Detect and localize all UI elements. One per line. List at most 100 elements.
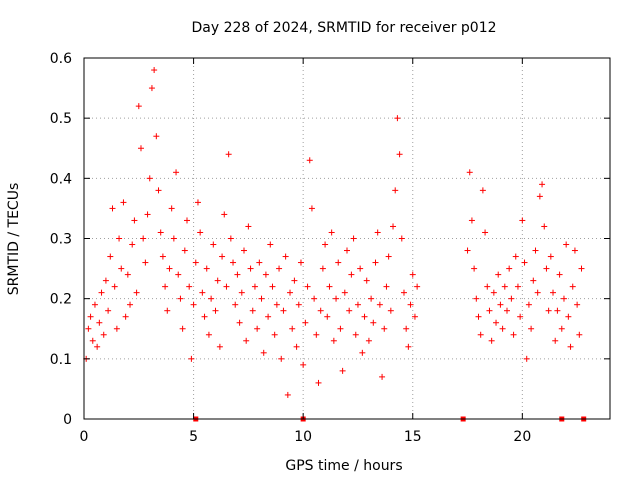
data-point bbox=[291, 277, 298, 284]
data-point bbox=[330, 337, 337, 344]
data-point bbox=[208, 295, 215, 302]
data-point bbox=[508, 295, 515, 302]
data-point bbox=[137, 145, 144, 152]
data-point bbox=[495, 271, 502, 278]
data-point bbox=[170, 235, 177, 242]
data-point bbox=[118, 265, 125, 272]
data-point bbox=[400, 289, 407, 296]
data-point bbox=[98, 289, 105, 296]
data-point bbox=[409, 271, 416, 278]
data-point bbox=[306, 157, 313, 164]
y-axis-label: SRMTID / TECUs bbox=[6, 183, 22, 296]
data-point bbox=[219, 253, 226, 260]
data-point bbox=[315, 379, 322, 386]
data-point bbox=[539, 181, 546, 188]
data-point bbox=[194, 199, 201, 206]
data-point bbox=[162, 283, 169, 290]
data-point bbox=[363, 277, 370, 284]
data-point bbox=[536, 193, 543, 200]
data-point bbox=[552, 337, 559, 344]
data-point bbox=[120, 199, 127, 206]
data-point bbox=[473, 295, 480, 302]
data-point bbox=[387, 307, 394, 314]
data-point bbox=[243, 337, 250, 344]
data-point bbox=[407, 301, 414, 308]
data-point bbox=[354, 301, 361, 308]
data-point bbox=[379, 373, 386, 380]
data-point bbox=[105, 307, 112, 314]
data-point bbox=[365, 337, 372, 344]
data-point bbox=[313, 331, 320, 338]
data-point bbox=[390, 223, 397, 230]
data-point bbox=[135, 103, 142, 110]
data-point bbox=[184, 217, 191, 224]
data-point bbox=[227, 235, 234, 242]
data-point bbox=[471, 265, 478, 272]
data-point bbox=[262, 271, 269, 278]
plot-frame bbox=[83, 57, 611, 420]
data-point bbox=[173, 169, 180, 176]
data-point bbox=[216, 343, 223, 350]
data-point bbox=[486, 307, 493, 314]
data-point bbox=[376, 301, 383, 308]
data-point bbox=[372, 259, 379, 266]
data-point bbox=[396, 151, 403, 158]
data-point bbox=[335, 259, 342, 266]
data-point bbox=[157, 229, 164, 236]
data-point bbox=[346, 307, 353, 314]
data-point bbox=[221, 211, 228, 218]
data-point bbox=[543, 265, 550, 272]
data-point bbox=[133, 289, 140, 296]
data-point bbox=[271, 331, 278, 338]
data-point bbox=[247, 265, 254, 272]
data-point bbox=[308, 205, 315, 212]
y-tick-label: 0.6 bbox=[50, 51, 72, 67]
data-point bbox=[361, 313, 368, 320]
data-point bbox=[488, 337, 495, 344]
data-point bbox=[236, 319, 243, 326]
tick-labels: 0 0.1 0.2 0.3 0.4 0.5 0.6 0 5 10 15 20 bbox=[50, 51, 532, 445]
data-point bbox=[477, 331, 484, 338]
data-point bbox=[127, 301, 134, 308]
data-point bbox=[534, 289, 541, 296]
data-point bbox=[348, 271, 355, 278]
data-point bbox=[203, 265, 210, 272]
data-point bbox=[177, 295, 184, 302]
y-tick-label: 0.1 bbox=[50, 352, 72, 368]
data-point bbox=[293, 343, 300, 350]
data-point bbox=[96, 319, 103, 326]
data-point bbox=[107, 253, 114, 260]
data-point bbox=[328, 229, 335, 236]
data-point bbox=[569, 283, 576, 290]
data-point bbox=[350, 235, 357, 242]
data-point bbox=[109, 205, 116, 212]
data-point bbox=[245, 223, 252, 230]
data-point bbox=[146, 175, 153, 182]
data-point bbox=[523, 355, 530, 362]
data-point bbox=[324, 313, 331, 320]
data-point bbox=[225, 151, 232, 158]
data-point bbox=[273, 301, 280, 308]
data-point bbox=[87, 313, 94, 320]
x-tick-label: 5 bbox=[189, 429, 198, 445]
data-point bbox=[503, 307, 510, 314]
data-point bbox=[532, 247, 539, 254]
data-point bbox=[475, 313, 482, 320]
data-point bbox=[249, 307, 256, 314]
data-point bbox=[374, 229, 381, 236]
data-point bbox=[197, 229, 204, 236]
data-point bbox=[370, 319, 377, 326]
data-point bbox=[94, 343, 101, 350]
data-point bbox=[278, 355, 285, 362]
data-point bbox=[383, 283, 390, 290]
data-point bbox=[405, 343, 412, 350]
data-point bbox=[359, 349, 366, 356]
data-point bbox=[230, 259, 237, 266]
data-point bbox=[528, 325, 535, 332]
data-point bbox=[468, 217, 475, 224]
data-point bbox=[525, 301, 532, 308]
data-point bbox=[571, 247, 578, 254]
data-point bbox=[284, 391, 291, 398]
data-point bbox=[499, 325, 506, 332]
